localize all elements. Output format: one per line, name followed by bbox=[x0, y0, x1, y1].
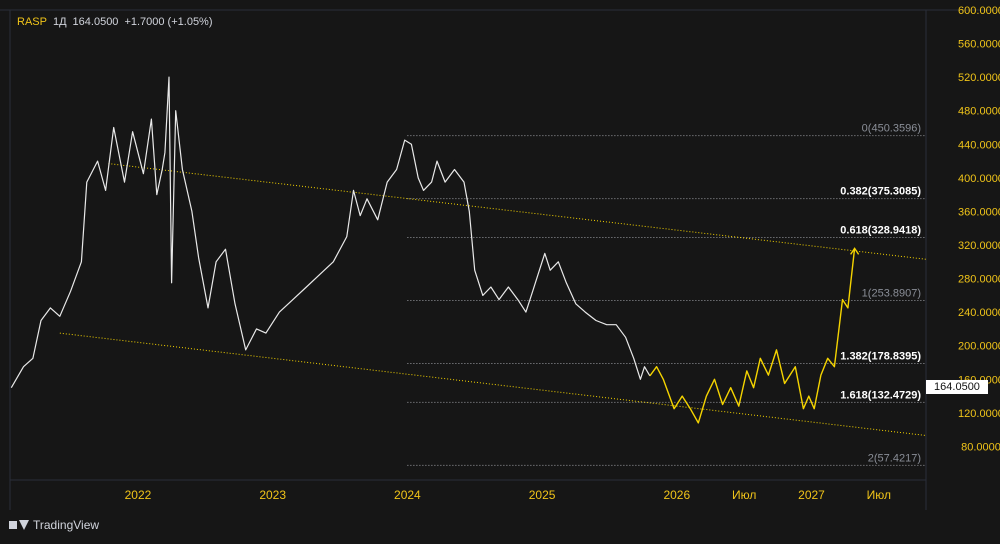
fib-label: 0.618(328.9418) bbox=[840, 224, 921, 236]
fib-label: 1(253.8907) bbox=[862, 287, 921, 299]
y-tick-label: 120.0000 bbox=[958, 408, 1000, 420]
y-tick-label: 320.0000 bbox=[958, 240, 1000, 252]
x-tick-label: Июл bbox=[732, 488, 756, 502]
x-tick-label: Июл bbox=[867, 488, 891, 502]
interval-label[interactable]: 1Д bbox=[52, 16, 67, 28]
x-tick-label: 2022 bbox=[125, 488, 152, 502]
chart-header: RASP 1Д 164.0500 +1.7000 (+1.05%) bbox=[17, 16, 219, 28]
fib-label: 0(450.3596) bbox=[862, 123, 921, 135]
price-series-line[interactable] bbox=[10, 76, 651, 389]
brand-label: TradingView bbox=[33, 518, 100, 532]
series-group bbox=[10, 76, 860, 424]
fib-label: 0.382(375.3085) bbox=[840, 186, 921, 198]
y-tick-label: 240.0000 bbox=[958, 307, 1000, 319]
symbol-label[interactable]: RASP bbox=[17, 16, 47, 28]
current-price-tag: 164.0500 bbox=[926, 380, 988, 394]
y-tick-label: 360.0000 bbox=[958, 206, 1000, 218]
time-axis: 2022 2023 2024 2025 2026 Июл 2027 Июл bbox=[125, 488, 891, 502]
y-tick-label: 600.0000 bbox=[958, 5, 1000, 17]
y-tick-label: 560.0000 bbox=[958, 39, 1000, 51]
y-tick-label: 280.0000 bbox=[958, 274, 1000, 286]
change-label: +1.7000 (+1.05%) bbox=[124, 16, 213, 28]
trendline[interactable] bbox=[59, 332, 927, 437]
fib-label: 1.618(132.4729) bbox=[840, 389, 921, 401]
projection-arrow bbox=[850, 247, 860, 255]
trendlines bbox=[59, 163, 927, 437]
x-tick-label: 2024 bbox=[394, 488, 421, 502]
last-price-label: 164.0500 bbox=[72, 16, 119, 28]
fib-label: 1.382(178.8395) bbox=[840, 350, 921, 362]
x-tick-label: 2027 bbox=[798, 488, 825, 502]
fib-label: 2(57.4217) bbox=[868, 452, 921, 464]
tradingview-brand[interactable]: TradingView bbox=[9, 518, 99, 532]
y-tick-label: 520.0000 bbox=[958, 72, 1000, 84]
y-tick-label: 80.0000 bbox=[961, 441, 1000, 453]
x-tick-label: 2026 bbox=[663, 488, 690, 502]
y-tick-label: 400.0000 bbox=[958, 173, 1000, 185]
y-tick-label: 440.0000 bbox=[958, 139, 1000, 151]
tradingview-logo-icon bbox=[9, 519, 29, 531]
trendline[interactable] bbox=[108, 163, 927, 260]
y-tick-label: 480.0000 bbox=[958, 106, 1000, 118]
projection-line[interactable] bbox=[649, 248, 856, 424]
x-tick-label: 2025 bbox=[529, 488, 556, 502]
y-tick-label: 200.0000 bbox=[958, 341, 1000, 353]
fib-levels: 0(450.3596) 0.382(375.3085) 0.618(328.9418… bbox=[407, 123, 926, 466]
x-tick-label: 2023 bbox=[259, 488, 286, 502]
